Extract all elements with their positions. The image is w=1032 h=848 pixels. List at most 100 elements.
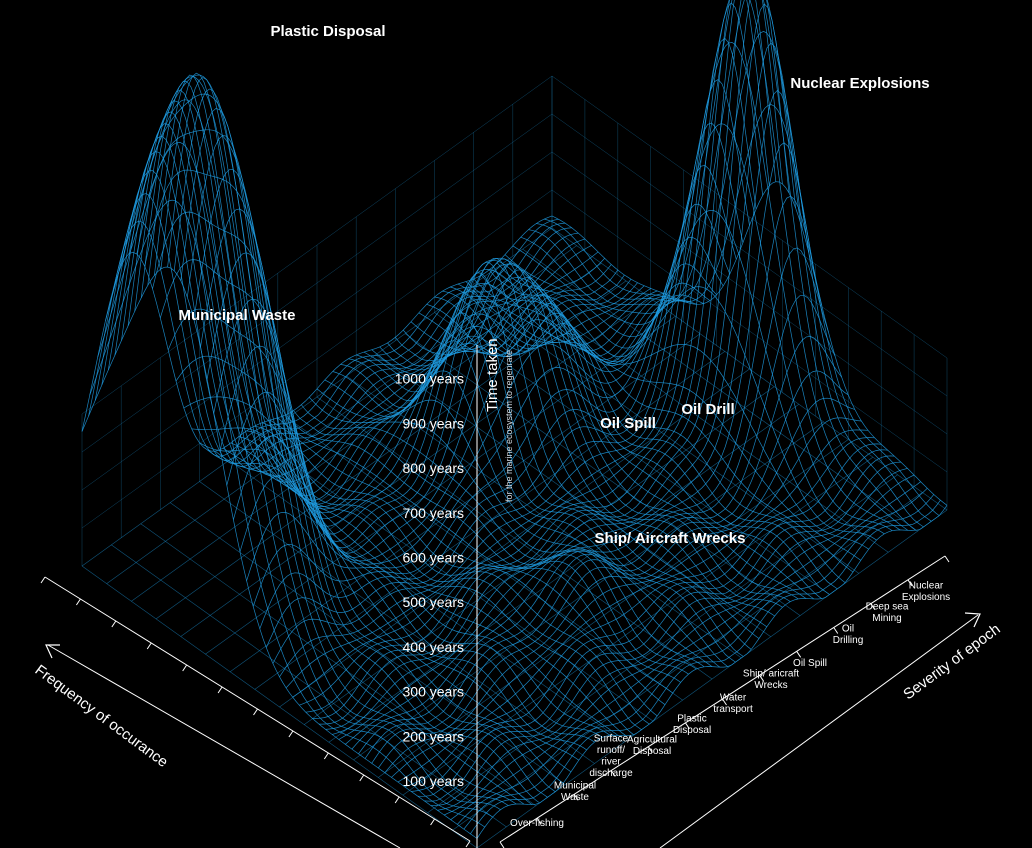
z-tick-label: 800 years [403,460,464,476]
x-category-label: river [601,757,621,768]
x-category-label: Explosions [902,592,950,603]
x-category-label: Wrecks [754,680,787,691]
x-axis-tick [685,722,690,730]
y-axis-tick [359,774,365,782]
floor-grid-line [522,248,918,532]
surface-line [312,0,783,719]
surface-line [324,370,721,668]
x-axis-tick [573,794,579,801]
surface-line [293,410,689,675]
floor-grid-line [155,280,627,620]
surface-line [214,450,611,736]
peak-label: Municipal Waste [179,307,296,324]
x-category-label: Agricultural [627,735,677,746]
x-category-label: Plastic [677,714,706,725]
surface-line [473,278,869,550]
surface-line [348,289,744,657]
surface-line [528,0,924,528]
surface-line [175,355,572,773]
x-axis-tick [722,698,727,706]
wall-grid-line [81,189,948,529]
y-axis-tick [40,576,46,584]
surface-line [356,272,752,650]
y-axis-tick [111,620,117,628]
x-category-label: runoff/ [597,745,625,756]
surface-line [101,170,572,465]
x-category-label: Disposal [633,746,671,757]
z-tick-label: 400 years [403,639,464,655]
surface-line [301,404,697,670]
floor-grid-line [81,227,553,567]
surface-line [340,312,736,663]
y-axis-tick [394,796,400,804]
surface-line [183,396,580,761]
surface-line [159,259,556,792]
y-axis-tick [217,686,223,694]
x-category-label: transport [713,704,753,715]
x-axis-tick [833,627,839,634]
x-category-label: Surface [594,734,629,745]
surface-line [442,290,838,590]
surface-line [246,430,642,730]
wall-grid [81,75,948,566]
surface-line [476,505,948,839]
y-axis-arrow [47,644,401,848]
surface-line [371,258,768,628]
surface-line [489,209,885,535]
surface-line [152,211,548,798]
surface-line [457,283,854,573]
y-axis-title: Frequency of occurance [32,662,171,771]
surface-line [363,262,760,639]
surface-line [191,427,587,751]
surface-line [496,123,893,531]
surface-line [325,3,796,730]
y-axis-tick [430,818,435,826]
z-axis-subtitle: for the marine ecosystem to regenrate [504,350,514,502]
y-axis-tick [146,642,152,650]
x-category-label: Oil [842,624,854,635]
floor-grid-line [551,227,948,511]
surface-line [305,0,777,713]
z-tick-label: 1000 years [395,371,464,387]
x-category-label: Waste [561,792,589,803]
surface-line [120,74,517,805]
floor-grid-line [375,354,771,637]
z-axis-title: Time taken [484,338,501,412]
x-axis-tick [870,603,876,610]
x-category-label: Over-fishing [510,818,564,829]
floor-grid-line [434,312,830,595]
surface-line [167,308,564,784]
surface-line [481,274,877,541]
z-tick-label: 600 years [403,550,464,566]
x-category-label: Mining [872,613,901,624]
surface-line [277,417,674,694]
surface-line [136,129,533,805]
wall-grid-line [81,75,948,415]
x-axis-arrow [659,614,979,848]
z-tick-label: 300 years [403,684,464,700]
z-tick-label: 500 years [403,594,464,610]
x-category-label: discharge [589,768,633,779]
surface-line [536,31,932,522]
y-axis-tick [76,598,81,606]
surface-line [418,293,815,600]
y-axis-arrowhead [45,644,60,659]
x-category-label: Oil Spill [793,658,827,669]
x-axis-arrowhead [964,612,981,628]
surface-line [426,303,822,599]
surface-line [262,422,658,717]
floor-grid-line [106,245,577,584]
x-axis-tick [499,841,505,848]
x-axis-tick [536,817,542,825]
x-category-label: Drilling [833,635,864,646]
x-category-label: Municipal [554,781,596,792]
axes [40,345,981,848]
surface-line [207,449,603,738]
z-tick-label: 700 years [403,505,464,521]
surface-line [402,277,799,600]
surface-line [144,169,540,804]
surface-line [230,442,627,736]
surface-line [544,104,940,516]
y-axis-tick [253,708,258,716]
surface-line [222,447,619,736]
